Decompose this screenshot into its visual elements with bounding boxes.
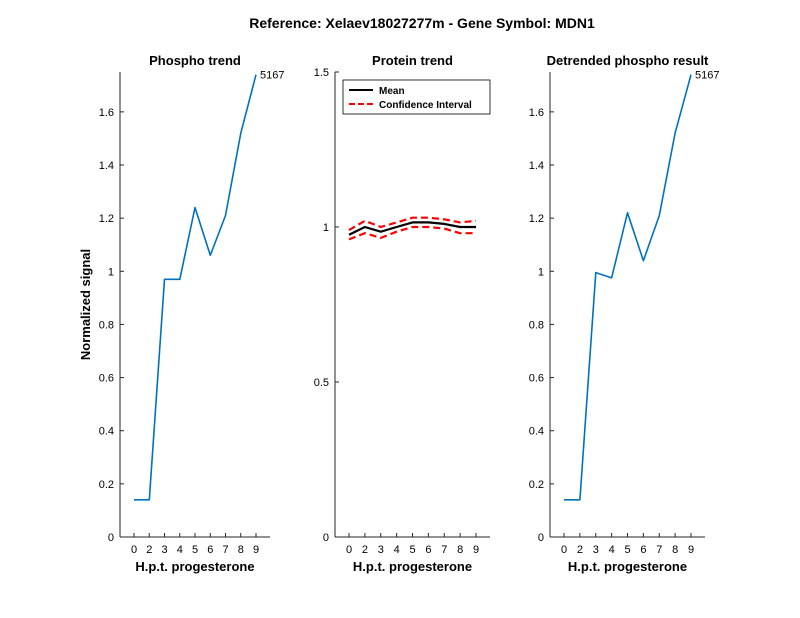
detrended-phospho-x-tick-label: 0 (561, 544, 567, 556)
protein-trend-x-tick-label: 3 (378, 544, 384, 556)
phospho-trend-chart: Phospho trend H.p.t. progesterone Normal… (78, 53, 284, 574)
phospho-trend-x-tick-label: 6 (207, 544, 213, 556)
phospho-trend-x-tick-label: 4 (177, 544, 183, 556)
phospho-trend-x-tick-label: 7 (222, 544, 228, 556)
detrended-phospho-annotation: 5167 (695, 70, 719, 82)
protein-trend-series-line-dashed (348, 225, 476, 241)
detrended-phospho-y-tick-label: 0 (538, 532, 544, 544)
protein-trend-x-tick-label: 7 (441, 544, 447, 556)
protein-trend-y-tick-label: 0.5 (314, 377, 329, 389)
detrended-phospho-chart: Detrended phospho result H.p.t. progeste… (529, 53, 720, 574)
phospho-trend-y-tick-label: 0.2 (99, 479, 114, 491)
detrended-phospho-xlabel: H.p.t. progesterone (568, 559, 687, 574)
detrended-phospho-y-tick-label: 1.6 (529, 107, 544, 119)
detrended-phospho-y-tick-label: 1.2 (529, 213, 544, 225)
protein-trend-xlabel: H.p.t. progesterone (353, 559, 472, 574)
phospho-trend-y-tick-label: 1 (108, 266, 114, 278)
detrended-phospho-x-tick-label: 9 (688, 544, 694, 556)
protein-trend-y-tick-label: 0 (323, 532, 329, 544)
protein-trend-chart: Protein trend H.p.t. progesterone Mean C… (314, 53, 491, 574)
phospho-trend-x-tick-label: 0 (131, 544, 137, 556)
phospho-trend-y-tick-label: 1.4 (99, 160, 114, 172)
protein-trend-series-line-dashed (348, 216, 477, 232)
phospho-trend-xlabel: H.p.t. progesterone (135, 559, 254, 574)
detrended-phospho-x-tick-label: 2 (577, 544, 583, 556)
detrended-phospho-x-tick-label: 6 (640, 544, 646, 556)
detrended-phospho-title: Detrended phospho result (547, 53, 709, 68)
protein-trend-x-tick-label: 0 (346, 544, 352, 556)
phospho-trend-x-tick-label: 3 (161, 544, 167, 556)
protein-trend-x-tick-label: 2 (362, 544, 368, 556)
phospho-trend-y-tick-label: 1.6 (99, 107, 114, 119)
legend-label-mean: Mean (379, 86, 405, 97)
figure-title: Reference: Xelaev18027277m - Gene Symbol… (249, 15, 595, 31)
protein-trend-x-tick-label: 8 (457, 544, 463, 556)
phospho-trend-x-tick-label: 9 (253, 544, 259, 556)
detrended-phospho-y-tick-label: 0.4 (529, 426, 544, 438)
protein-trend-y-tick-label: 1 (323, 222, 329, 234)
phospho-trend-y-tick-label: 1.2 (99, 213, 114, 225)
protein-trend-x-tick-label: 6 (425, 544, 431, 556)
detrended-phospho-x-tick-label: 4 (609, 544, 615, 556)
phospho-trend-y-tick-label: 0.8 (99, 319, 114, 331)
detrended-phospho-y-tick-label: 0.8 (529, 319, 544, 331)
phospho-trend-y-tick-label: 0 (108, 532, 114, 544)
phospho-trend-y-tick-label: 0.6 (99, 373, 114, 385)
protein-trend-series-line (348, 221, 476, 236)
protein-trend-y-tick-label: 1.5 (314, 67, 329, 79)
phospho-trend-x-tick-label: 5 (192, 544, 198, 556)
phospho-trend-annotation: 5167 (260, 70, 284, 82)
detrended-phospho-x-tick-label: 5 (624, 544, 630, 556)
detrended-phospho-x-tick-label: 7 (656, 544, 662, 556)
detrended-phospho-series-line (564, 74, 692, 501)
protein-trend-x-tick-label: 5 (409, 544, 415, 556)
protein-trend-x-tick-label: 4 (394, 544, 400, 556)
protein-trend-title: Protein trend (372, 53, 453, 68)
phospho-trend-y-tick-label: 0.4 (99, 426, 114, 438)
phospho-trend-x-tick-label: 2 (146, 544, 152, 556)
detrended-phospho-x-tick-label: 3 (593, 544, 599, 556)
detrended-phospho-y-tick-label: 0.6 (529, 373, 544, 385)
phospho-trend-series-line (134, 74, 257, 501)
legend-label-confidence-interval: Confidence Interval (379, 100, 472, 111)
phospho-trend-title: Phospho trend (149, 53, 241, 68)
phospho-trend-x-tick-label: 8 (238, 544, 244, 556)
protein-trend-legend: Mean Confidence Interval (342, 79, 491, 115)
legend-box (342, 79, 491, 115)
detrended-phospho-y-tick-label: 0.2 (529, 479, 544, 491)
phospho-trend-ylabel: Normalized signal (78, 249, 93, 360)
detrended-phospho-x-tick-label: 8 (672, 544, 678, 556)
protein-trend-x-tick-label: 9 (473, 544, 479, 556)
detrended-phospho-y-tick-label: 1 (538, 266, 544, 278)
detrended-phospho-y-tick-label: 1.4 (529, 160, 544, 172)
